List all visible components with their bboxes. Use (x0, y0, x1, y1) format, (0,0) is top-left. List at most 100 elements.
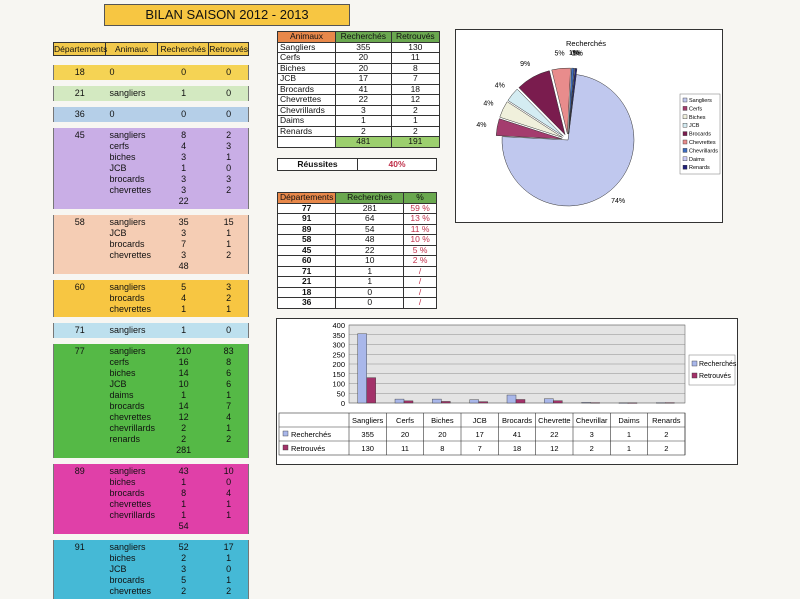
table-cell: brocards (109, 488, 145, 498)
table-cell: 1 (181, 88, 187, 98)
table-cell (54, 368, 105, 379)
table-cell: 1 (390, 115, 441, 127)
table-cell: 4 (181, 293, 187, 303)
bar (506, 394, 517, 404)
table-cell (209, 196, 248, 207)
table-cell: 5 % (403, 244, 437, 256)
table-cell: 2 (181, 553, 187, 563)
table-cell: 58 (74, 217, 85, 227)
table-cell: Cerfs (277, 52, 336, 64)
dept-block: 91 sangliers 52 17 biches 2 1 JCB 3 0 brocards 5 1 ch… (53, 540, 249, 599)
dept-block: 77 sangliers 210 83 cerfs 16 8 biches 14 6 JCB 10 6 d… (53, 344, 249, 458)
table-cell: 41 (335, 83, 392, 95)
table-cell: / (403, 276, 437, 288)
table-cell (54, 304, 105, 315)
table-cell: 11 (390, 52, 441, 64)
table-cell (54, 250, 105, 261)
table-cell (209, 521, 248, 532)
table-cell (105, 196, 157, 207)
table-cell: 18 (390, 83, 441, 95)
table-cell: 1 (335, 276, 405, 288)
data-table-value: 2 (590, 444, 594, 453)
table-cell: 1 (226, 553, 232, 563)
table-cell: 3 (181, 185, 187, 195)
table-cell: brocards (109, 239, 145, 249)
table-cell: JCB (109, 163, 127, 173)
table-cell: sangliers (109, 217, 146, 227)
pie-data-label: 4% (476, 122, 486, 129)
bar (581, 402, 591, 404)
table-cell: 59 % (403, 202, 437, 214)
x-category-label: Daims (618, 416, 640, 425)
table-cell (54, 586, 105, 597)
table-cell: 89 (276, 223, 337, 235)
table-cell: 83 (223, 346, 234, 356)
y-tick-label: 150 (332, 370, 345, 379)
table-cell (54, 185, 105, 196)
table-cell (54, 564, 105, 575)
legend-swatch (682, 122, 688, 128)
table-cell: sangliers (109, 542, 146, 552)
table-row: cerfs 16 8 (54, 357, 248, 368)
bar (618, 402, 629, 404)
data-table-value: 2 (664, 444, 668, 453)
table-cell: 10 (178, 379, 189, 389)
table-cell: 18 (276, 286, 337, 298)
dept-block: 58 sangliers 35 15 JCB 3 1 brocards 7 1 chevrettes… (53, 215, 249, 274)
x-category-label: Chevrette (538, 416, 571, 425)
table-row: biches 14 6 (54, 368, 248, 379)
legend-entry: Daims (689, 157, 705, 163)
table-cell: 0 (226, 325, 232, 335)
bar (544, 398, 554, 404)
pie-title: Recherchés (566, 39, 606, 48)
table-cell: biches (109, 152, 136, 162)
y-tick-label: 300 (332, 341, 345, 350)
table-row: 22 (54, 196, 248, 207)
x-category-label: Sangliers (352, 416, 384, 425)
table-cell: 77 (74, 346, 85, 356)
table-cell: 1 (335, 265, 405, 277)
table-cell: 0 (335, 297, 405, 309)
legend-swatch (691, 372, 698, 379)
table-cell: 1 (226, 575, 232, 585)
left-header-cell: Animaux (106, 43, 159, 55)
table-cell: 48 (178, 261, 189, 271)
table-cell: chevrettes (109, 499, 151, 509)
table-cell: 7 (390, 73, 441, 85)
bar-legend: Recherchés Retrouvés (688, 354, 737, 386)
table-cell: 0 (109, 67, 115, 77)
table-cell (105, 521, 157, 532)
data-table-value: 11 (401, 444, 409, 453)
legend-entry: Biches (689, 115, 706, 121)
table-cell: 191 (390, 136, 441, 148)
table-cell: 1 (226, 152, 232, 162)
table-cell: 1 (181, 163, 187, 173)
table-row: 71 sangliers 1 0 (54, 325, 248, 336)
data-table-value: 20 (438, 430, 446, 439)
table-cell: 54 (335, 223, 405, 235)
table-cell: 7 (181, 239, 187, 249)
table-cell: biches (109, 368, 136, 378)
table-cell: Sangliers (277, 41, 336, 53)
table-row: chevrettes 2 2 (54, 586, 248, 597)
table-cell: 4 (226, 412, 232, 422)
table-cell: 0 (335, 286, 405, 298)
table-row: 45 sangliers 8 2 (54, 130, 248, 141)
table-row: 77 281 59 % (276, 202, 437, 214)
legend-entry: Chevrillards (689, 148, 718, 154)
table-cell: 1 (335, 115, 392, 127)
table-cell: 91 (74, 542, 85, 552)
y-tick-label: 250 (332, 350, 345, 359)
series-name: Recherchés (291, 430, 331, 439)
table-cell: 21 (74, 88, 85, 98)
table-cell (54, 510, 105, 521)
table-cell: JCB (109, 379, 127, 389)
legend-entry: Cerfs (689, 106, 702, 112)
dept-block: 60 sangliers 5 3 brocards 4 2 chevrettes 1 1 (53, 280, 249, 317)
table-cell: 48 (335, 234, 405, 246)
legend-entry: Chevrettes (689, 140, 716, 146)
table-cell: Brocards (277, 83, 336, 95)
table-cell: 281 (176, 445, 192, 455)
table-cell (54, 141, 105, 152)
